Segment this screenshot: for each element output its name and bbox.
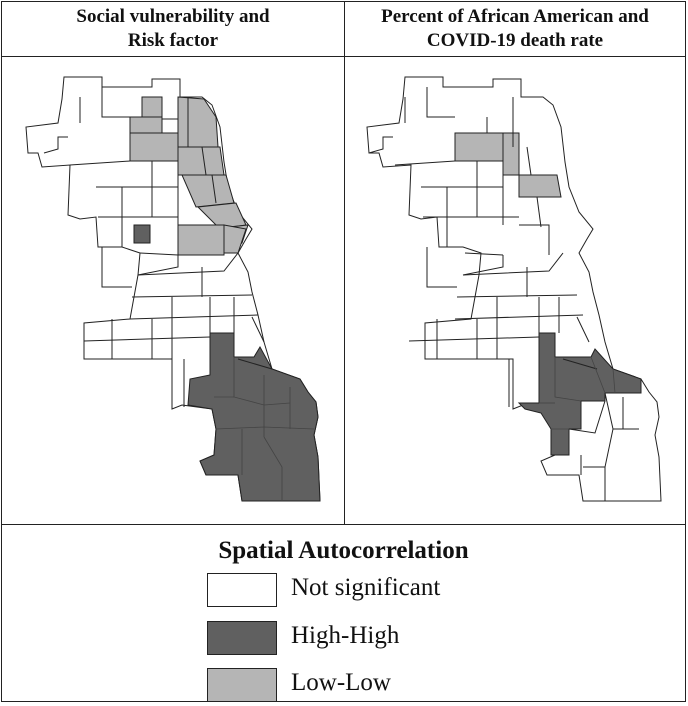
legend-label: High-High bbox=[291, 622, 400, 649]
low-low-tracts bbox=[454, 132, 562, 198]
high-high-tracts bbox=[133, 224, 321, 502]
chicago-map-left bbox=[25, 76, 321, 502]
legend-title: Spatial Autocorrelation bbox=[218, 537, 469, 564]
legend-swatch bbox=[207, 621, 277, 655]
legend-swatch bbox=[207, 668, 277, 702]
panel-social-vulnerability: Social vulnerability and Risk factor bbox=[2, 2, 345, 524]
legend-label: Low-Low bbox=[291, 669, 391, 696]
legend: Spatial Autocorrelation Not significant … bbox=[2, 525, 685, 702]
legend-swatch bbox=[207, 573, 277, 607]
panel-title-text: Percent of African American and COVID-19… bbox=[381, 6, 649, 51]
panel-african-american-covid: Percent of African American and COVID-19… bbox=[345, 2, 685, 524]
panel-title-text: Social vulnerability and Risk factor bbox=[76, 6, 270, 51]
legend-label: Not significant bbox=[291, 574, 441, 601]
chicago-map-right bbox=[366, 76, 662, 502]
panel-title: Social vulnerability and Risk factor bbox=[2, 2, 344, 57]
map-panels: Social vulnerability and Risk factor bbox=[2, 2, 685, 525]
panel-title: Percent of African American and COVID-19… bbox=[345, 2, 685, 57]
tract-boundaries bbox=[368, 87, 639, 501]
tract-boundaries bbox=[43, 87, 273, 407]
